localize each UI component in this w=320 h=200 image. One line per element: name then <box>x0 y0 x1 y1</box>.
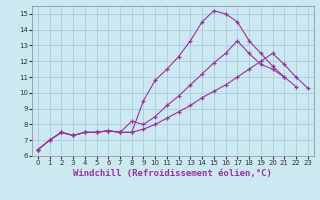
X-axis label: Windchill (Refroidissement éolien,°C): Windchill (Refroidissement éolien,°C) <box>73 169 272 178</box>
